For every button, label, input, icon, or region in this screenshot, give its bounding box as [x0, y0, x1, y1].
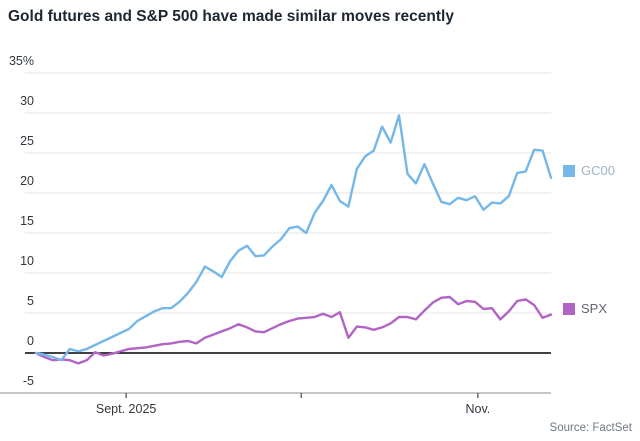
legend-label-spx: SPX	[581, 301, 608, 316]
y-axis-label: 30	[20, 94, 34, 108]
series-line-spx	[34, 295, 553, 365]
legend-item-gc00: GC00	[563, 164, 615, 177]
legend-item-spx: SPX	[563, 302, 607, 315]
gc00-swatch-icon	[563, 164, 575, 177]
source-attribution: Source: FactSet	[549, 422, 632, 434]
spx-swatch-icon	[563, 302, 575, 315]
x-axis-label: Sept. 2025	[95, 402, 157, 416]
y-axis-label: 10	[20, 254, 34, 268]
legend-label-gc00: GC00	[581, 163, 615, 178]
y-axis-label: 35%	[8, 54, 34, 68]
series-line-gc00	[34, 114, 553, 362]
y-axis-label: 5	[27, 294, 34, 308]
y-axis-label: 0	[27, 334, 34, 348]
x-axis-label: Nov.	[465, 402, 491, 416]
chart-title: Gold futures and S&P 500 have made simil…	[8, 8, 454, 25]
y-axis-label: -5	[22, 374, 34, 388]
y-axis-label: 15	[20, 214, 34, 228]
y-axis-label: 25	[20, 134, 34, 148]
y-axis-label: 20	[20, 174, 34, 188]
